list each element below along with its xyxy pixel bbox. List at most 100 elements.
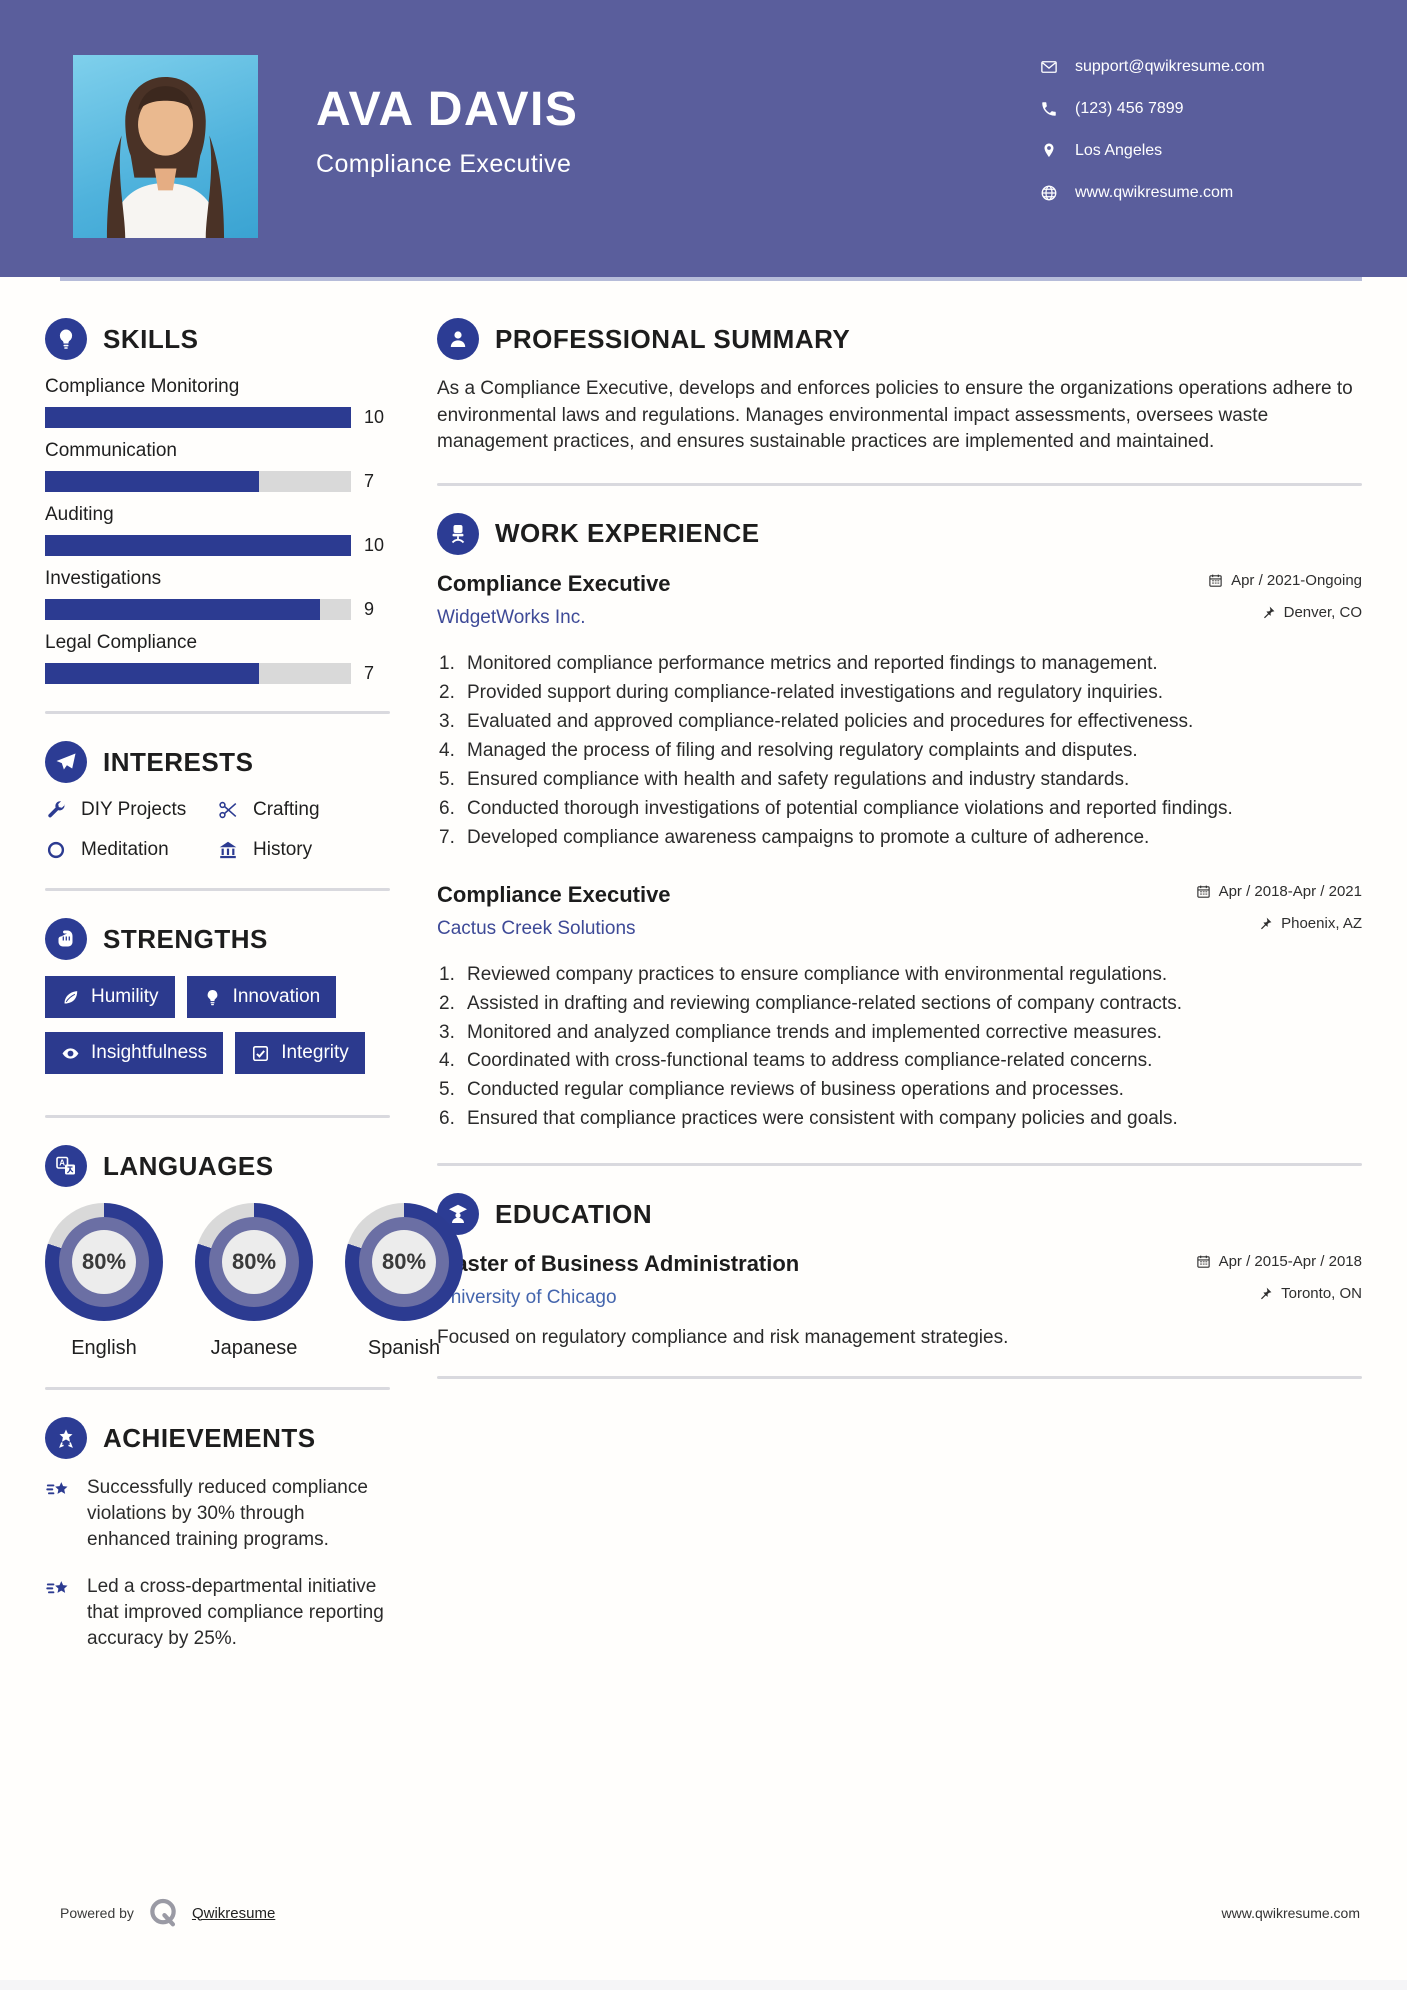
achievement-item: Successfully reduced compliance violatio…	[45, 1475, 390, 1554]
job-title: Compliance Executive	[437, 881, 671, 907]
section-divider	[45, 711, 390, 714]
interest-label: Crafting	[253, 799, 320, 820]
qwikresume-logo-icon	[146, 1896, 180, 1930]
interest-item: Meditation	[45, 839, 217, 861]
section-education: EDUCATION Master of Business Administrat…	[437, 1193, 1362, 1349]
globe-icon	[1040, 184, 1058, 202]
circle-icon	[45, 839, 67, 861]
summary-text: As a Compliance Executive, develops and …	[437, 378, 1353, 453]
location-icon	[1040, 142, 1058, 160]
language-percent: 80%	[222, 1230, 286, 1294]
strength-label: Innovation	[232, 986, 321, 1007]
job-title: Compliance Executive	[437, 570, 671, 596]
achievements-heading: ACHIEVEMENTS	[103, 1422, 316, 1453]
interests-icon	[45, 741, 87, 783]
job-company-link[interactable]: WidgetWorks Inc.	[437, 606, 586, 628]
achievement-text: Successfully reduced compliance violatio…	[87, 1477, 368, 1551]
skill-bar	[45, 407, 351, 428]
job-bullet: Ensured that compliance practices were c…	[439, 1106, 1178, 1133]
bulb-icon	[203, 988, 222, 1007]
qwikresume-brand-link[interactable]: Qwikresume	[191, 1904, 276, 1922]
language-label: Japanese	[210, 1337, 298, 1359]
summary-icon	[437, 318, 479, 360]
section-divider	[45, 1387, 390, 1390]
skill-row: Auditing 10	[45, 504, 390, 556]
shooting-star-icon	[45, 1477, 72, 1504]
education-heading: EDUCATION	[495, 1198, 653, 1229]
header-divider	[60, 277, 1362, 281]
experience-heading: WORK EXPERIENCE	[495, 518, 760, 549]
skill-row: Communication 7	[45, 440, 390, 492]
skill-value: 9	[364, 599, 375, 619]
eye-icon	[61, 1044, 80, 1063]
contact-list: support@qwikresume.com (123) 456 7899 Lo…	[1040, 56, 1265, 224]
leaf-icon	[61, 988, 80, 1007]
section-experience: WORK EXPERIENCE Compliance Executive Wid…	[437, 512, 1362, 1134]
skill-row: Investigations 9	[45, 568, 390, 620]
languages-heading: LANGUAGES	[103, 1150, 274, 1181]
section-skills: SKILLS Compliance Monitoring 10 Communic…	[45, 318, 390, 684]
job-company-link[interactable]: Cactus Creek Solutions	[437, 917, 636, 939]
interest-label: History	[253, 839, 313, 860]
skill-value: 7	[364, 663, 375, 683]
language-percent: 80%	[72, 1230, 136, 1294]
museum-icon	[217, 839, 239, 861]
education-school-link[interactable]: University of Chicago	[437, 1287, 617, 1309]
job-bullet: Assisted in drafting and reviewing compl…	[439, 991, 1182, 1018]
phone-icon	[1040, 100, 1058, 118]
strength-label: Integrity	[281, 1042, 349, 1063]
skill-bar	[45, 599, 351, 620]
contact-website-text: www.qwikresume.com	[1075, 184, 1234, 201]
person-title: Compliance Executive	[316, 150, 572, 178]
job-bullet: Managed the process of filing and resolv…	[439, 738, 1138, 765]
footer: Powered by Qwikresume www.qwikresume.com	[60, 1896, 1360, 1930]
section-divider	[437, 1163, 1362, 1167]
language-label: English	[71, 1337, 137, 1359]
contact-location-text: Los Angeles	[1075, 142, 1163, 159]
profile-photo	[73, 55, 258, 238]
skill-row: Legal Compliance 7	[45, 632, 390, 684]
contact-phone-text: (123) 456 7899	[1075, 100, 1184, 117]
education-dates: Apr / 2015-Apr / 2018	[1196, 1251, 1362, 1271]
education-location: Toronto, ON	[1196, 1283, 1362, 1303]
checkbox-icon	[251, 1044, 270, 1063]
job-dates: Apr / 2021-Ongoing	[1208, 571, 1362, 591]
job-bullet: Evaluated and approved compliance-relate…	[439, 709, 1194, 736]
section-languages: LANGUAGES 80% English 80% Japanese 80% S…	[45, 1145, 463, 1360]
language-donut: 80% English	[45, 1203, 163, 1360]
strength-label: Insightfulness	[91, 1042, 208, 1063]
section-achievements: ACHIEVEMENTS Successfully reduced compli…	[45, 1417, 390, 1652]
job-entry: Compliance Executive Cactus Creek Soluti…	[437, 882, 1362, 1134]
contact-phone: (123) 456 7899	[1040, 98, 1265, 120]
section-strengths: STRENGTHS Humility Innovation Insightful…	[45, 918, 390, 1088]
interest-label: DIY Projects	[81, 799, 187, 820]
section-divider	[437, 1376, 1362, 1380]
contact-email-text: support@qwikresume.com	[1075, 58, 1265, 75]
interest-item: DIY Projects	[45, 799, 217, 821]
interest-item: Crafting	[217, 799, 390, 821]
shooting-star-icon	[45, 1576, 72, 1603]
job-bullet: Coordinated with cross-functional teams …	[439, 1048, 1153, 1075]
language-label: Spanish	[367, 1337, 441, 1359]
language-donut: 80% Japanese	[195, 1203, 313, 1360]
interest-item: History	[217, 839, 390, 861]
skill-value: 7	[364, 471, 375, 491]
language-percent: 80%	[372, 1230, 436, 1294]
strengths-heading: STRENGTHS	[103, 923, 268, 954]
job-location: Phoenix, AZ	[1196, 914, 1362, 934]
achievement-text: Led a cross-departmental initiative that…	[87, 1575, 384, 1650]
skill-label: Auditing	[45, 504, 114, 525]
contact-website[interactable]: www.qwikresume.com	[1040, 182, 1265, 204]
work-experience-icon	[437, 512, 479, 555]
interest-label: Meditation	[81, 839, 169, 860]
job-dates: Apr / 2018-Apr / 2021	[1196, 882, 1362, 902]
section-divider	[437, 482, 1362, 486]
section-interests: INTERESTS DIY Projects Crafting Meditati…	[45, 741, 390, 861]
skills-icon	[45, 318, 87, 360]
job-bullet: Ensured compliance with health and safet…	[439, 767, 1130, 794]
job-bullet: Monitored compliance performance metrics…	[439, 651, 1158, 678]
contact-email: support@qwikresume.com	[1040, 56, 1265, 78]
calendar-icon	[1208, 573, 1223, 588]
education-degree: Master of Business Administration	[437, 1251, 800, 1277]
